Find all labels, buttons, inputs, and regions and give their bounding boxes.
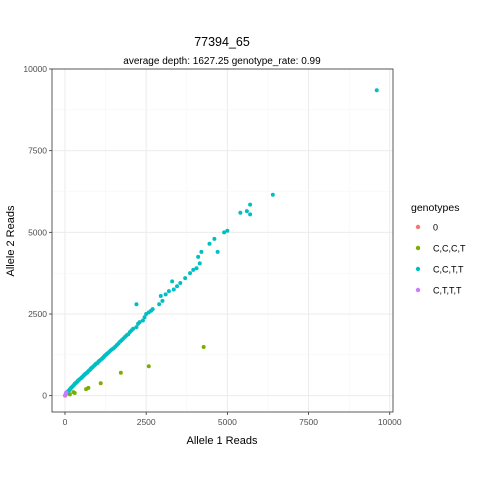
data-point — [64, 390, 69, 395]
data-point — [196, 254, 201, 259]
data-point — [191, 267, 196, 272]
data-point — [140, 318, 145, 323]
data-point — [194, 266, 199, 271]
data-point — [134, 302, 139, 307]
data-point — [166, 289, 171, 294]
data-point — [86, 385, 91, 390]
data-point — [238, 210, 243, 215]
data-point — [225, 228, 230, 233]
data-point — [222, 230, 227, 235]
data-point — [374, 88, 379, 93]
data-point — [207, 241, 212, 246]
x-axis-label: Allele 1 Reads — [187, 435, 258, 447]
data-point — [215, 249, 220, 254]
data-point — [197, 261, 202, 266]
data-point — [72, 391, 77, 396]
data-point — [171, 287, 176, 292]
y-tick-label: 2500 — [28, 309, 47, 319]
data-point — [248, 212, 253, 217]
data-point — [170, 279, 175, 284]
x-tick-label: 5000 — [218, 417, 237, 427]
y-tick-label: 10000 — [23, 64, 47, 74]
data-point — [118, 370, 123, 375]
plot-area — [51, 68, 394, 413]
data-point — [137, 320, 142, 325]
x-tick-label: 2500 — [137, 417, 156, 427]
plot-border — [51, 68, 394, 413]
x-tick-label: 0 — [63, 417, 68, 427]
data-point — [134, 325, 139, 330]
data-point — [163, 292, 168, 297]
legend-title: genotypes — [411, 202, 459, 214]
legend-label: C,C,T,T — [433, 265, 464, 275]
x-axis: 0 2500 5000 7500 10000 — [63, 412, 402, 427]
y-axis: 0 2500 5000 7500 10000 — [23, 64, 52, 401]
data-point — [157, 302, 162, 307]
data-point — [98, 381, 103, 386]
data-point — [183, 276, 188, 281]
legend-label: 0 — [433, 223, 438, 233]
chart-subtitle: average depth: 1627.25 genotype_rate: 0.… — [123, 56, 321, 67]
data-point — [146, 364, 151, 369]
data-point — [67, 392, 72, 397]
y-tick-label: 7500 — [28, 146, 47, 156]
chart-title: 77394_65 — [194, 35, 250, 49]
data-point — [201, 344, 206, 349]
plot-panel — [52, 69, 393, 412]
data-point — [158, 294, 163, 299]
legend-key — [415, 245, 421, 251]
legend-key — [415, 266, 421, 272]
legend: genotypes 0 C,C,C,T C,C,T,T C,T,T,T — [411, 202, 466, 296]
data-point — [244, 209, 249, 214]
y-tick-label: 0 — [42, 391, 47, 401]
legend-label: C,C,C,T — [433, 244, 466, 254]
data-point — [199, 249, 204, 254]
data-point — [270, 192, 275, 197]
data-points — [62, 88, 379, 398]
data-point — [248, 202, 253, 207]
legend-key — [415, 224, 421, 230]
x-tick-label: 10000 — [378, 417, 402, 427]
data-point — [131, 326, 136, 331]
data-point — [212, 236, 217, 241]
data-point — [178, 280, 183, 285]
y-axis-label: Allele 2 Reads — [5, 205, 17, 276]
legend-key — [415, 287, 421, 293]
data-point — [142, 315, 147, 320]
data-point — [160, 298, 165, 303]
x-tick-label: 7500 — [299, 417, 318, 427]
legend-label: C,T,T,T — [433, 286, 462, 296]
data-point — [175, 284, 180, 289]
data-point — [188, 271, 193, 276]
y-tick-label: 5000 — [28, 227, 47, 237]
data-point — [150, 307, 155, 312]
